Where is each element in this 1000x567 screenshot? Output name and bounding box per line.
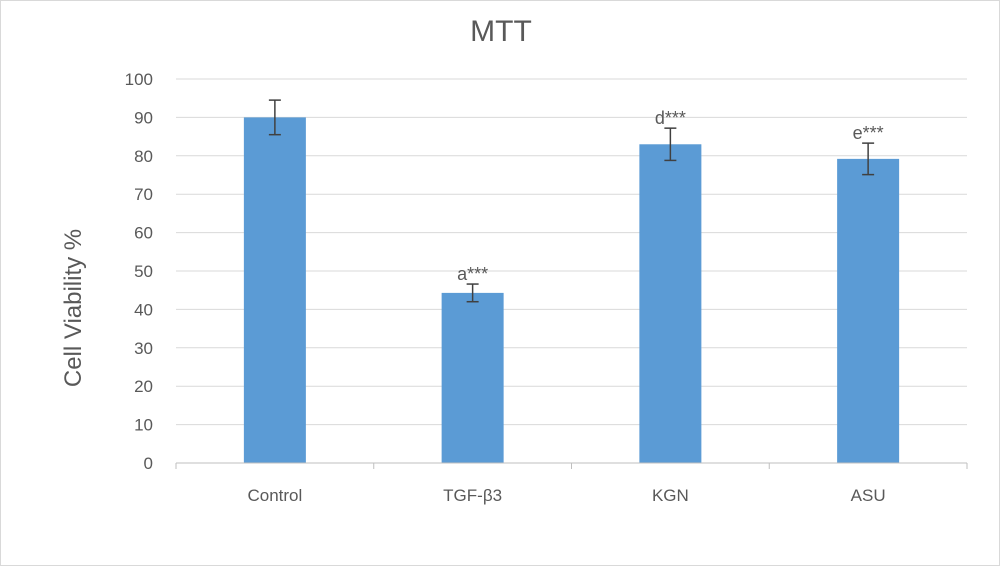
significance-label: e***	[853, 123, 884, 143]
x-tick-label: Control	[247, 486, 302, 505]
bar	[639, 144, 702, 463]
gridlines	[176, 78, 967, 426]
x-tick-label: TGF-β3	[443, 486, 502, 505]
error-bar	[862, 142, 875, 176]
bars	[243, 117, 900, 464]
error-bars	[268, 99, 875, 303]
x-tick-label: KGN	[652, 486, 689, 505]
chart-title: MTT	[470, 15, 532, 48]
error-bar	[466, 283, 479, 303]
y-tick-label: 0	[144, 454, 153, 473]
y-tick-label: 20	[134, 377, 153, 396]
bar	[441, 292, 504, 463]
y-tick-label: 40	[134, 300, 153, 319]
data-annotations: a*** d*** e***	[457, 108, 884, 284]
significance-label: a***	[457, 264, 488, 284]
y-tick-label: 70	[134, 185, 153, 204]
y-tick-label: 80	[134, 147, 153, 166]
y-tick-label: 30	[134, 339, 153, 358]
y-tick-label: 10	[134, 416, 153, 435]
y-tick-label: 100	[125, 70, 153, 89]
error-bar	[268, 99, 281, 136]
y-axis-ticks: 0 10 20 30 40 50 60 70 80 90 100	[125, 70, 153, 473]
error-bar	[664, 127, 677, 162]
bar	[243, 117, 306, 464]
x-axis: Control TGF-β3 KGN ASU	[175, 462, 968, 505]
y-tick-label: 90	[134, 108, 153, 127]
significance-label: d***	[655, 108, 686, 128]
x-tick-label: ASU	[851, 486, 886, 505]
y-axis-label: Cell Viability %	[60, 229, 87, 387]
y-tick-label: 60	[134, 224, 153, 243]
y-tick-label: 50	[134, 262, 153, 281]
bar	[837, 158, 900, 463]
